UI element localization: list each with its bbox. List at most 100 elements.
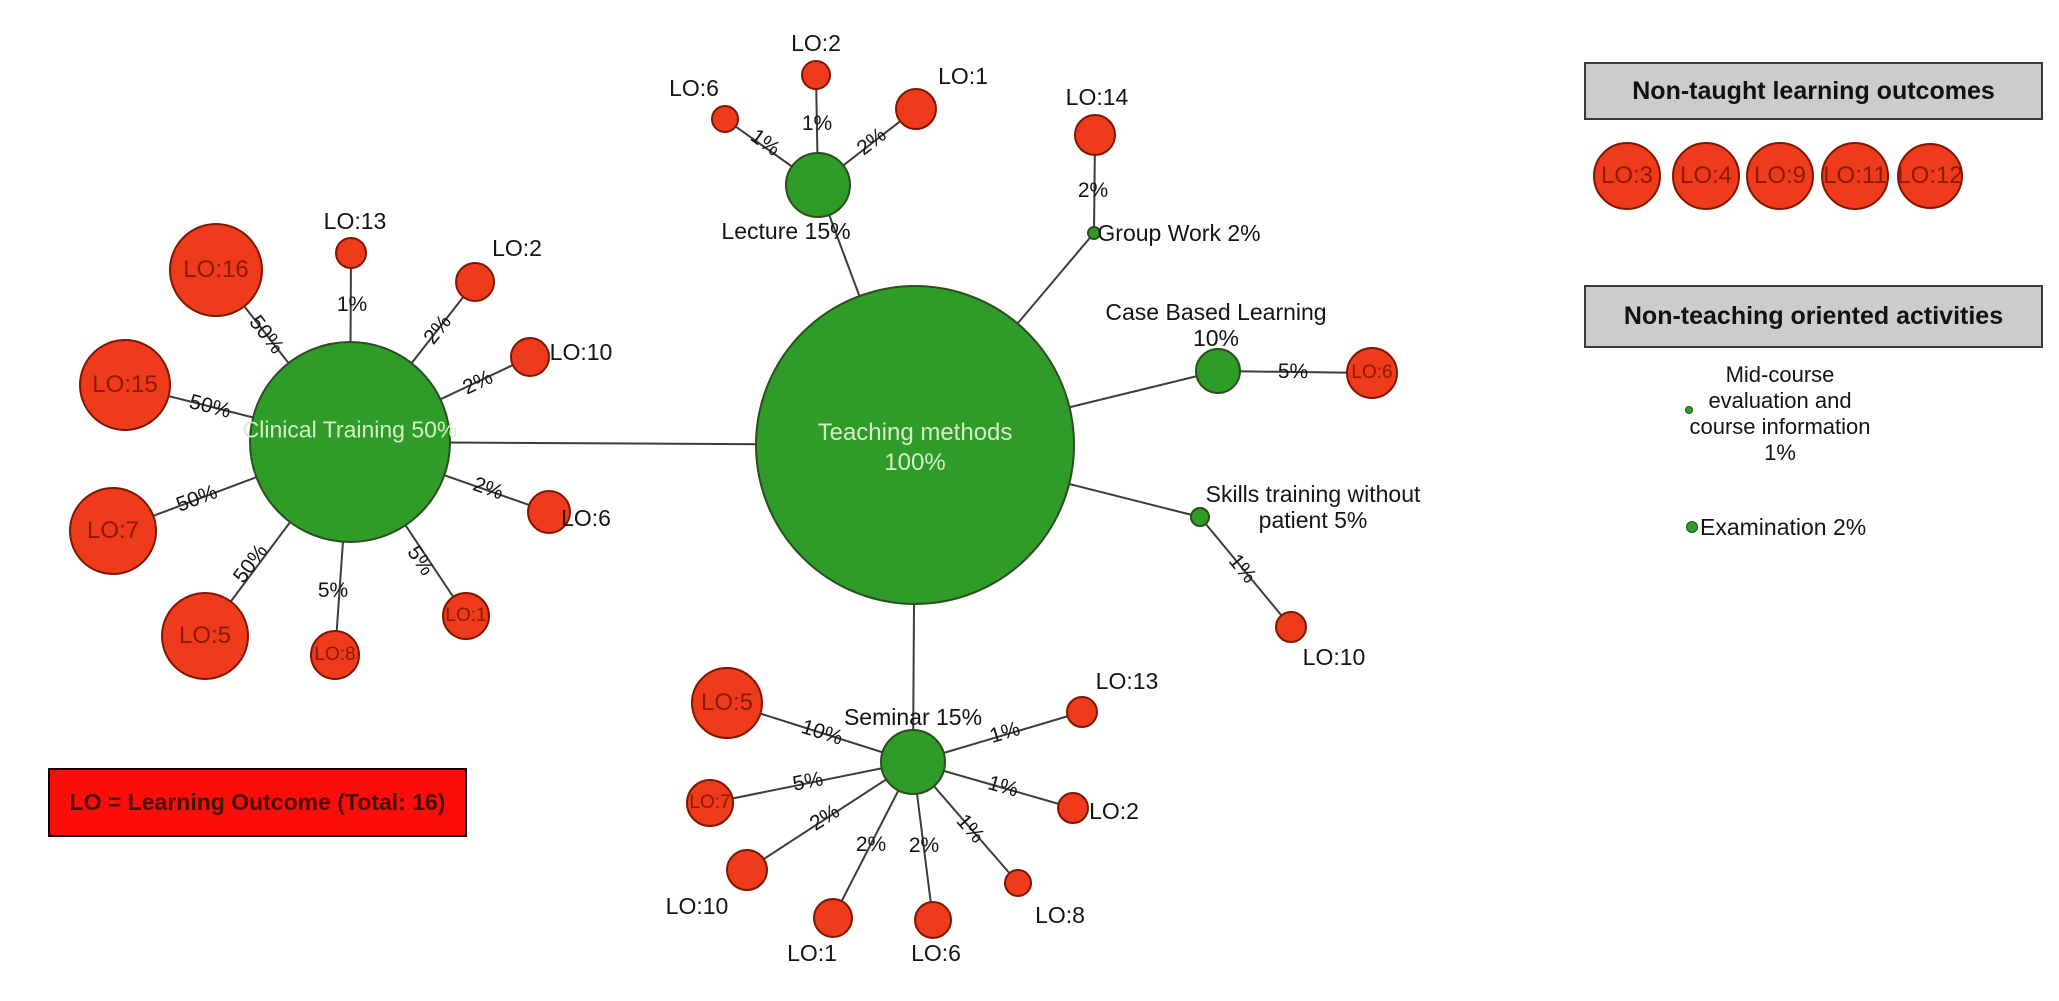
cb-lo6-label: LO:6 (1351, 361, 1392, 385)
cl-lo16-label: LO:16 (183, 255, 248, 285)
cl-lo15-label: LO:15 (92, 370, 157, 400)
skills-label-line: patient 5% (1258, 507, 1368, 533)
cbl-label: Case Based Learning 10% (1105, 299, 1326, 351)
cl-lo8-label-line: LO:8 (314, 644, 356, 665)
cl-lo5-label: LO:5 (179, 621, 231, 651)
skills-label-line: Skills training without (1205, 481, 1421, 507)
cl-lo2-label-line: LO:2 (492, 235, 542, 261)
se-lo13-label-line: LO:13 (1095, 668, 1159, 694)
skills-circle (1190, 507, 1210, 527)
cl-lo8-label: LO:8 (314, 643, 355, 667)
teaching-label: Teaching methods 100% (818, 418, 1013, 478)
lecture-label: Lecture 15% (721, 218, 850, 244)
cb-lo6-label-line: LO:6 (1351, 362, 1393, 383)
cl-lo5-label-line: LO:5 (178, 622, 232, 649)
se-lo2-label: LO:2 (1089, 798, 1139, 824)
se-lo1-label: LO:1 (787, 940, 837, 966)
nt-lo4-circle (1672, 142, 1740, 210)
cl-lo13-label: LO:13 (324, 208, 387, 234)
lec-lo1-circle (895, 88, 937, 130)
nt-lo4-label-line: LO:4 (1679, 162, 1733, 189)
non-teaching-activities-header: Non-teaching oriented activities (1584, 285, 2043, 348)
cl-lo7-circle (69, 487, 157, 575)
legend-label: LO = Learning Outcome (Total: 16) (69, 789, 446, 815)
cl-lo10-label-line: LO:10 (549, 339, 613, 365)
se-lo6-label: LO:6 (911, 940, 961, 966)
clinical-label-line: Clinical Training 50% (242, 416, 458, 443)
se-lo8-label-line: LO:8 (1035, 902, 1085, 928)
cl-lo10-circle (510, 337, 550, 377)
nt-lo11-label-line: LO:11 (1823, 162, 1887, 189)
cl-lo2-label: LO:2 (492, 235, 542, 261)
non-teaching-activities-title: Non-teaching oriented activities (1623, 302, 2004, 330)
cl-lo13-label-line: LO:13 (323, 208, 387, 234)
se-lo5-circle (691, 667, 763, 739)
nt-lo9-label-line: LO:9 (1753, 162, 1807, 189)
se-lo2-circle (1057, 792, 1089, 824)
midcourse-line-3: course information (1689, 414, 1871, 439)
nt-lo12-label-line: LO:12 (1897, 162, 1963, 189)
se-lo10-circle (726, 849, 768, 891)
nt-lo11-circle (1821, 142, 1889, 210)
cl-lo6-circle (527, 490, 571, 534)
cbl-circle (1195, 348, 1241, 394)
nt-lo3-circle (1593, 142, 1661, 210)
lecture-circle (785, 152, 851, 218)
lec-lo6-label-line: LO:6 (669, 75, 719, 101)
midcourse-line-1: Mid-course (1725, 362, 1835, 387)
se-lo7-circle (686, 779, 734, 827)
cl-lo5-circle (161, 592, 249, 680)
cl-lo10-label: LO:10 (550, 339, 613, 365)
se-lo2-label-line: LO:2 (1089, 798, 1139, 824)
cbl-label-line: 10% (1192, 325, 1240, 351)
edge-seminar-se-lo1-pct-label: 2% (855, 833, 887, 856)
nt-lo12-circle (1897, 143, 1963, 209)
se-lo8-label: LO:8 (1035, 902, 1085, 928)
cl-lo1-label: LO:1 (445, 604, 486, 628)
nt-lo4-label: LO:4 (1680, 161, 1732, 191)
se-lo6-label-line: LO:6 (911, 940, 961, 966)
se-lo6-circle (914, 901, 952, 939)
se-lo7-label-line: LO:7 (689, 792, 731, 813)
clinical-label: Clinical Training 50% (243, 416, 458, 445)
se-lo10-label: LO:10 (666, 893, 729, 919)
se-lo7-label: LO:7 (689, 791, 730, 815)
cbl-label-line: Case Based Learning (1105, 299, 1327, 325)
teaching-label-line: Teaching methods (817, 419, 1013, 446)
groupwork-circle (1087, 226, 1101, 240)
cl-lo1-circle (442, 592, 490, 640)
cl-lo1-label-line: LO:1 (445, 605, 487, 626)
midcourse-line-2: evaluation and (1708, 388, 1852, 413)
lec-lo6-circle (711, 105, 739, 133)
lecture-label-line: Lecture 15% (721, 218, 851, 244)
examination-label: Examination 2% (1700, 514, 1867, 540)
cb-lo6-circle (1346, 347, 1398, 399)
groupwork-label: Group Work 2% (1097, 220, 1260, 246)
lec-lo6-label: LO:6 (669, 75, 719, 101)
se-lo5-label-line: LO:5 (700, 689, 754, 716)
cl-lo2-circle (455, 262, 495, 302)
seminar-label: Seminar 15% (844, 704, 982, 730)
se-lo5-label: LO:5 (701, 688, 753, 718)
se-lo1-circle (813, 898, 853, 938)
legend-box: LO = Learning Outcome (Total: 16) (48, 768, 467, 837)
teaching-circle (755, 285, 1075, 605)
edge-groupwork-gw-lo14-pct-label: 2% (1077, 179, 1109, 202)
clinical-circle (249, 341, 451, 543)
nt-lo3-label-line: LO:3 (1600, 162, 1654, 189)
se-lo1-label-line: LO:1 (787, 940, 837, 966)
seminar-label-line: Seminar 15% (843, 704, 983, 730)
cl-lo15-label-line: LO:15 (92, 371, 158, 398)
midcourse-evaluation-label: Mid-course evaluation and course informa… (1630, 362, 1930, 466)
cl-lo6-label-line: LO:6 (561, 505, 611, 531)
cl-lo16-circle (169, 223, 263, 317)
nt-lo9-label: LO:9 (1754, 161, 1806, 191)
edge-clinical-cl-lo13-pct-label: 1% (336, 293, 368, 316)
sk-lo10-label-line: LO:10 (1302, 644, 1366, 670)
se-lo13-label: LO:13 (1096, 668, 1159, 694)
nt-lo12-label: LO:12 (1897, 161, 1962, 191)
cl-lo8-circle (310, 630, 360, 680)
seminar-circle (880, 729, 946, 795)
nt-lo3-label: LO:3 (1601, 161, 1653, 191)
